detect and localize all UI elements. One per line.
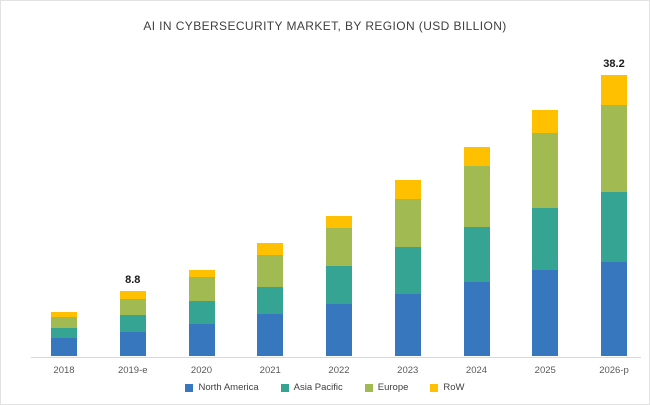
x-axis-label: 2020 <box>190 365 213 376</box>
bar-segment-row <box>601 75 627 106</box>
legend-item-asia-pacific: Asia Pacific <box>280 382 343 393</box>
bar-segment-north-america <box>601 261 627 356</box>
bar-segment-row <box>51 311 77 318</box>
bar-segment-north-america <box>119 332 146 356</box>
chart-title: AI IN CYBERSECURITY MARKET, BY REGION (U… <box>143 19 507 33</box>
bar-segment-row <box>326 215 352 229</box>
x-axis-line <box>31 357 641 358</box>
bar-segment-north-america <box>51 338 77 356</box>
legend-item-north-america: North America <box>185 382 259 393</box>
legend-item-row: RoW <box>430 382 465 393</box>
legend: North America Asia Pacific Europe RoW <box>1 382 649 393</box>
legend-swatch-icon <box>280 383 289 392</box>
bar-segment-europe <box>119 298 146 315</box>
legend-item-europe: Europe <box>364 382 409 393</box>
x-axis-label: 2024 <box>465 365 488 376</box>
bar-segment-asia-pacific <box>188 300 215 324</box>
x-axis-label: 2018 <box>53 365 75 376</box>
legend-swatch-icon <box>364 383 373 392</box>
bar-segment-asia-pacific <box>119 314 146 333</box>
legend-swatch-icon <box>185 383 194 392</box>
legend-label: North America <box>198 382 259 393</box>
bar-segment-north-america <box>257 314 284 356</box>
x-axis-label: 2025 <box>534 365 556 376</box>
bar-segment-asia-pacific <box>326 266 352 304</box>
x-axis-label: 2023 <box>397 365 419 376</box>
bar-segment-north-america <box>188 323 215 356</box>
bar-segment-row <box>463 146 490 167</box>
x-axis-label: 2026-p <box>599 365 629 376</box>
bar-segment-europe <box>51 317 77 329</box>
x-axis-label: 2019-e <box>117 365 148 376</box>
bar-segment-asia-pacific <box>532 208 559 271</box>
bar-segment-europe <box>601 105 627 193</box>
legend-label: Europe <box>377 382 409 393</box>
bar-segment-row <box>119 291 146 299</box>
bar-segment-europe <box>532 132 559 209</box>
legend-label: Asia Pacific <box>293 382 343 393</box>
x-axis-label: 2022 <box>328 365 350 376</box>
bar-segment-europe <box>257 254 284 287</box>
data-label: 38.2 <box>603 58 625 71</box>
legend-swatch-icon <box>430 383 439 392</box>
bar-segment-row <box>188 270 215 278</box>
bar-segment-row <box>394 180 421 199</box>
bar-segment-europe <box>188 277 215 301</box>
bar-segment-europe <box>326 228 352 267</box>
bar-segment-north-america <box>326 303 352 356</box>
bar-segment-north-america <box>394 293 421 356</box>
bar-segment-europe <box>463 166 490 227</box>
bar-segment-north-america <box>463 281 490 356</box>
bar-segment-row <box>532 109 559 133</box>
bar-segment-asia-pacific <box>463 226 490 282</box>
bar-segment-europe <box>394 198 421 247</box>
bar-segment-asia-pacific <box>257 286 284 315</box>
data-label: 8.8 <box>125 274 141 287</box>
bar-segment-asia-pacific <box>51 328 77 339</box>
x-axis-label: 2021 <box>259 365 281 376</box>
bar-segment-asia-pacific <box>394 246 421 294</box>
legend-label: RoW <box>443 382 465 393</box>
bar-segment-asia-pacific <box>601 192 627 262</box>
bar-segment-row <box>257 242 284 255</box>
bar-segment-north-america <box>532 270 559 356</box>
